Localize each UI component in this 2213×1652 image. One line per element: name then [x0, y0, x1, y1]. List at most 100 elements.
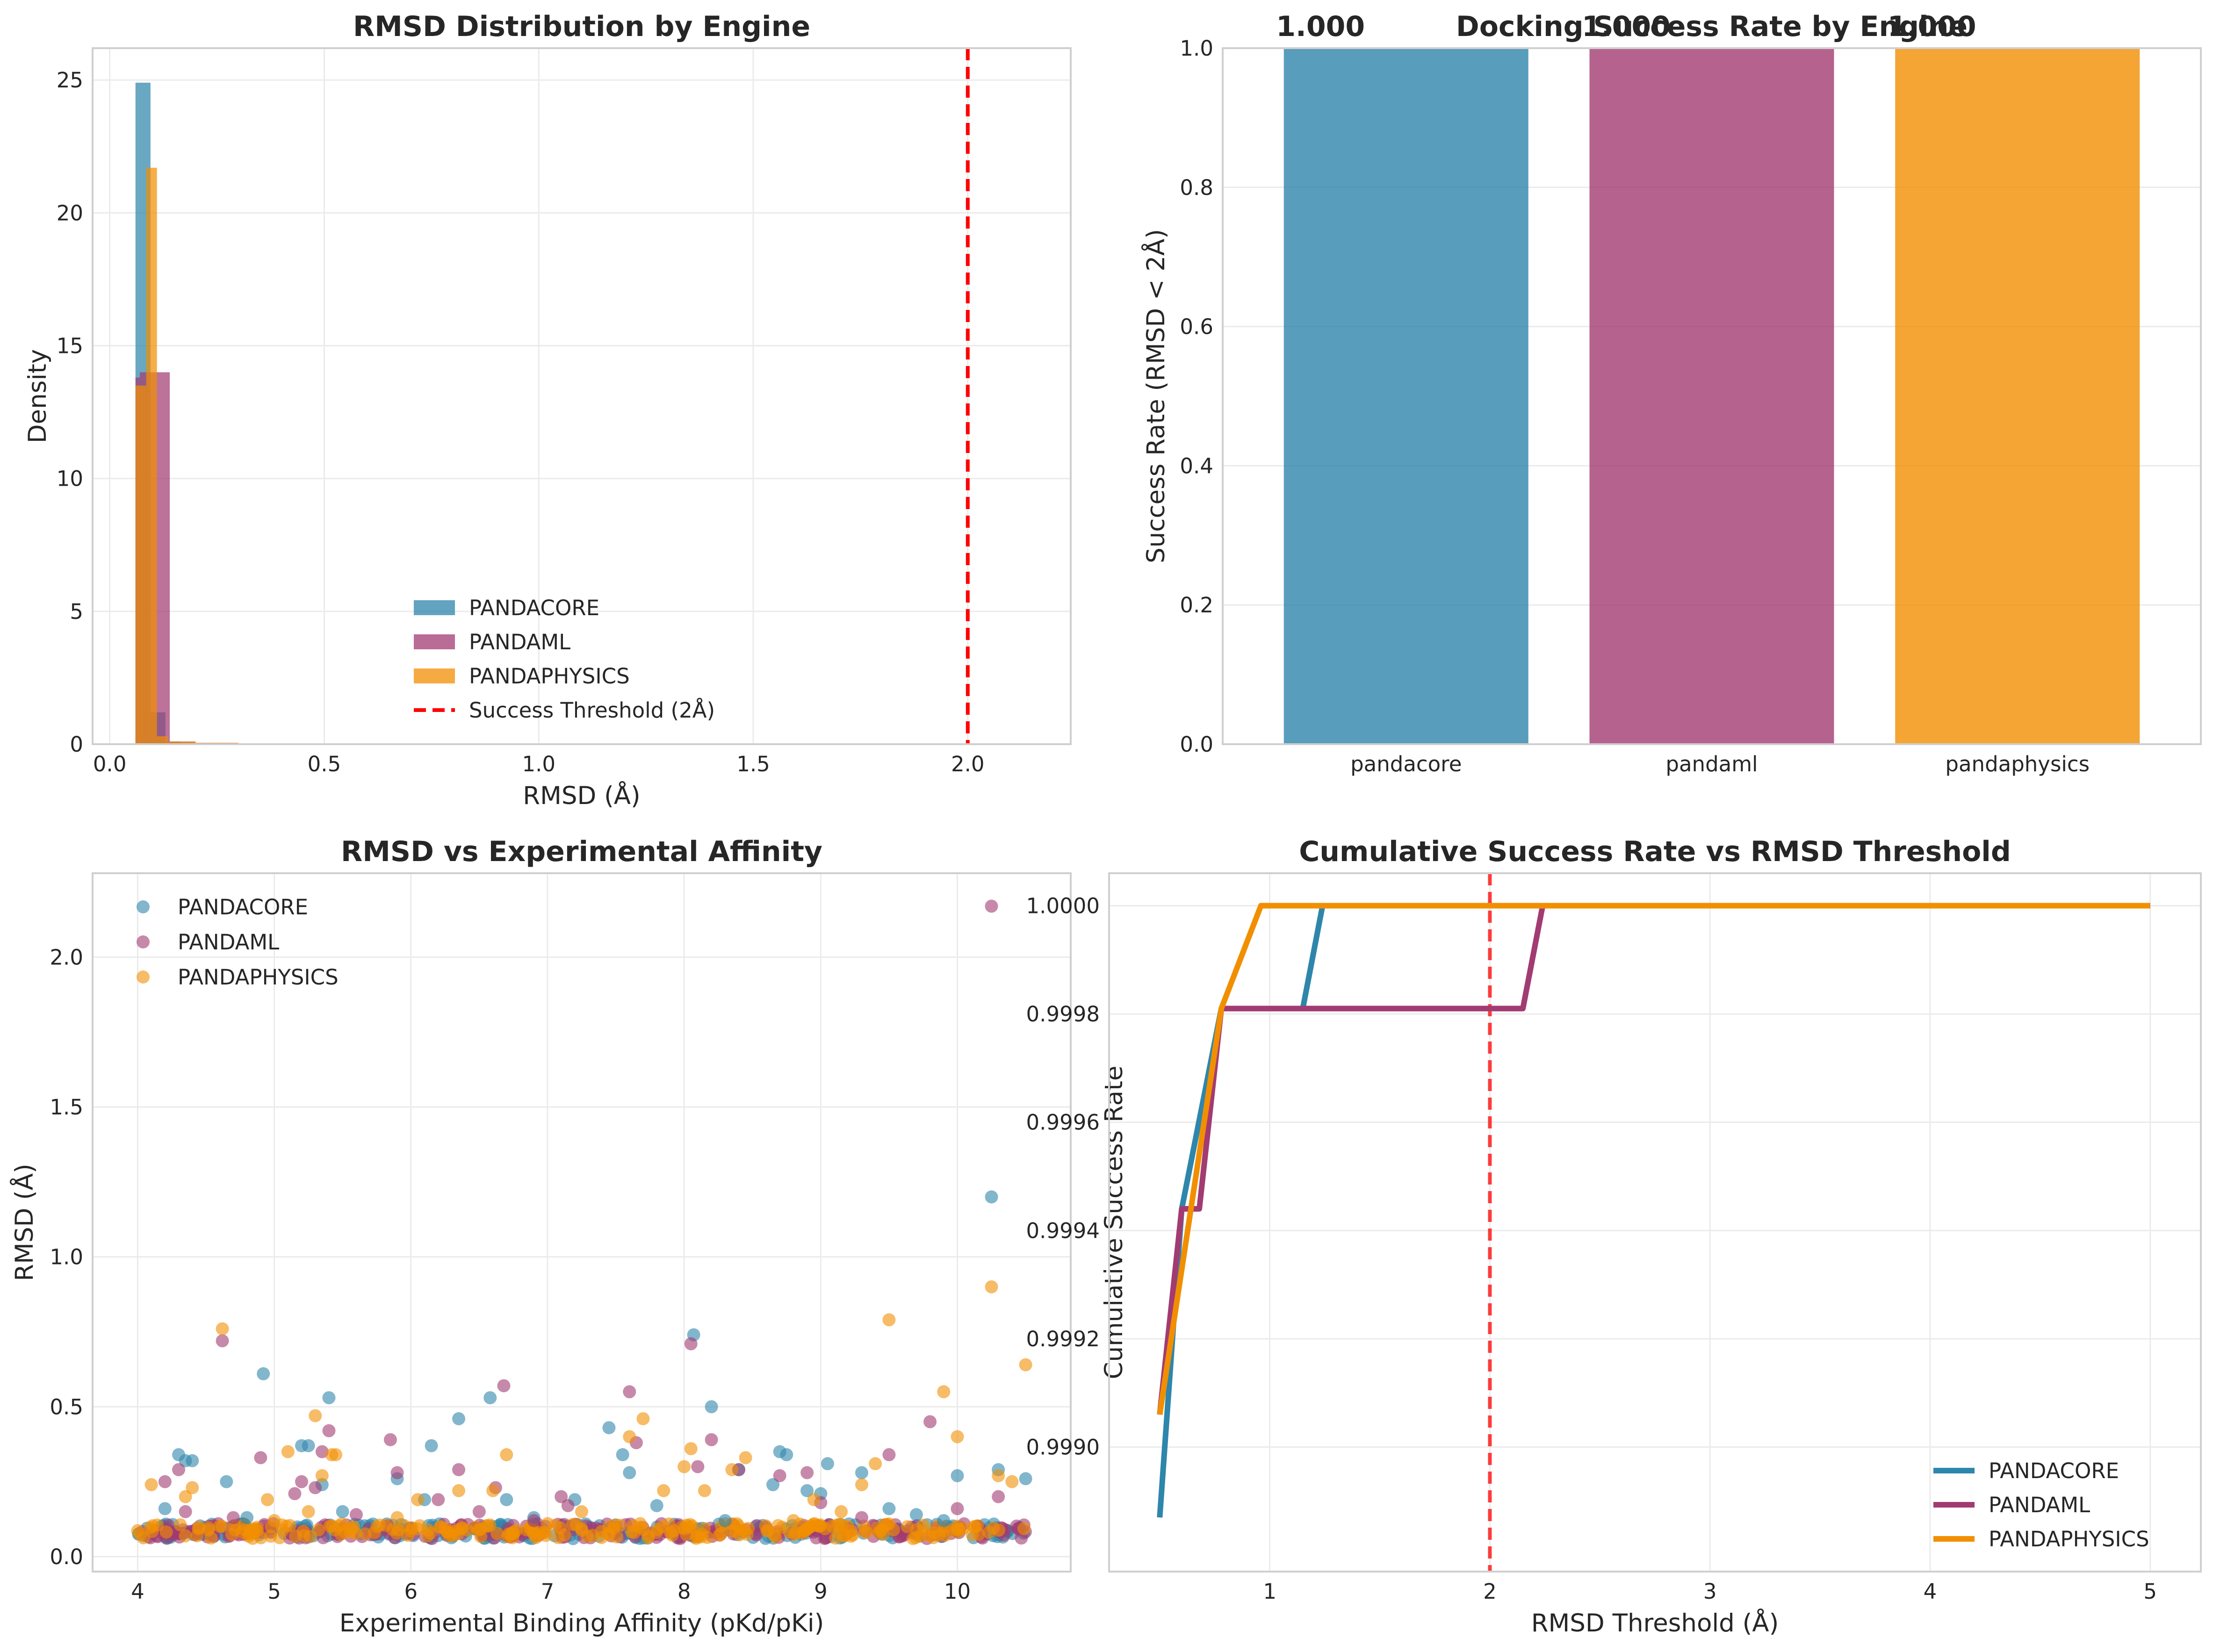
scatter-point-baseline — [379, 1519, 393, 1532]
legend: PANDACORE PANDAML PANDAPHYSICS — [1933, 1458, 2149, 1551]
scatter-point — [295, 1475, 309, 1488]
scatter-point-baseline — [527, 1526, 541, 1540]
chart-title: RMSD vs Experimental Affinity — [341, 835, 822, 868]
scatter-point — [985, 1190, 998, 1204]
scatter-point-baseline — [359, 1527, 372, 1541]
x-tick-label: 6 — [404, 1579, 418, 1604]
y-tick-label: 0.4 — [1180, 453, 1213, 478]
scatter-point-baseline — [841, 1519, 854, 1533]
rmsd-distribution-panel: RMSD Distribution by Engine 0.0 0.5 1.0 1.5 2… — [23, 10, 1072, 810]
scatter-point — [855, 1478, 868, 1492]
scatter-point — [678, 1460, 691, 1473]
scatter-point — [909, 1508, 923, 1522]
scatter-point — [302, 1505, 315, 1518]
x-tick-label: 1 — [1263, 1579, 1276, 1604]
scatter-point — [786, 1514, 800, 1527]
line-pandaphysics — [1157, 903, 2150, 1415]
scatter-point-baseline — [192, 1522, 205, 1536]
legend-swatch — [137, 900, 150, 913]
axes-frame — [1108, 872, 2202, 1573]
legend-swatch — [137, 970, 150, 984]
scatter-point — [555, 1490, 568, 1503]
x-tick-label: 8 — [678, 1579, 691, 1604]
x-tick-label: 4 — [131, 1579, 144, 1604]
y-axis-label: Cumulative Success Rate — [1100, 1065, 1128, 1379]
legend-label: PANDAML — [1989, 1493, 2090, 1517]
x-tick-label: 0.5 — [308, 752, 341, 776]
x-tick-label: 2.0 — [951, 752, 985, 776]
scatter-point-baseline — [424, 1526, 437, 1540]
scatter-point-baseline — [782, 1525, 796, 1538]
scatter-point-baseline — [455, 1521, 469, 1534]
y-tick-label: 5 — [70, 599, 83, 624]
scatter-point-baseline — [665, 1529, 679, 1542]
scatter-point — [383, 1433, 397, 1446]
scatter-point-baseline — [474, 1523, 487, 1536]
legend-label: PANDAML — [469, 630, 570, 654]
scatter-point-baseline — [759, 1519, 772, 1533]
scatter-point — [800, 1466, 814, 1480]
y-tick-label: 20 — [57, 201, 83, 225]
scatter-point — [179, 1505, 192, 1518]
scatter-point — [216, 1322, 229, 1336]
scatter-point-baseline — [146, 1519, 159, 1532]
scatter-point — [336, 1505, 349, 1518]
y-tick-label: 1.5 — [50, 1095, 83, 1120]
x-tick-label: 7 — [541, 1579, 555, 1604]
scatter-point-baseline — [213, 1519, 226, 1533]
x-tick-label: 10 — [944, 1579, 971, 1604]
scatter-point — [452, 1463, 466, 1476]
scatter-point — [882, 1448, 896, 1461]
bar-value-label: 1.000 — [1276, 10, 1365, 43]
legend-label: PANDAPHYSICS — [469, 664, 630, 689]
scatter-point — [172, 1463, 186, 1476]
scatter-point — [158, 1475, 172, 1488]
scatter-point — [800, 1484, 814, 1497]
scatter-point — [937, 1514, 951, 1527]
x-tick-label: 5 — [2143, 1579, 2157, 1604]
y-tick-label: 0.9998 — [1026, 1002, 1100, 1027]
scatter-point — [186, 1454, 199, 1467]
scatter-point-baseline — [558, 1528, 571, 1542]
scatter-point-baseline — [288, 1530, 302, 1543]
scatter-point — [425, 1439, 438, 1452]
scatter-point — [684, 1442, 698, 1456]
scatter-point — [220, 1475, 233, 1488]
y-axis-label: RMSD (Å) — [9, 1164, 39, 1281]
scatter-point-baseline — [608, 1518, 622, 1532]
x-tick-label: 2 — [1483, 1579, 1497, 1604]
legend-swatch — [414, 634, 455, 649]
y-tick-label: 1.0 — [1180, 36, 1213, 61]
scatter-point — [216, 1334, 229, 1348]
y-tick-label: 1.0000 — [1026, 893, 1100, 918]
scatter-point-baseline — [626, 1519, 640, 1533]
scatter-point — [725, 1463, 739, 1476]
scatter-point — [452, 1412, 466, 1425]
scatter-point-baseline — [225, 1528, 238, 1541]
scatter-point-baseline — [728, 1525, 742, 1538]
scatter-point — [1005, 1475, 1019, 1488]
legend: PANDACORE PANDAML PANDAPHYSICS Success Thre… — [414, 596, 715, 723]
x-tick-label: 1.0 — [522, 752, 555, 776]
scatter-point — [483, 1391, 497, 1405]
scatter-point — [657, 1484, 670, 1497]
scatter-point — [309, 1481, 322, 1494]
histogram-bar — [167, 741, 196, 744]
scatter-point — [937, 1385, 951, 1399]
y-tick-label: 10 — [57, 467, 83, 491]
x-tick-label: pandaphysics — [1945, 752, 2090, 776]
y-tick-label: 1.0 — [50, 1245, 83, 1270]
scatter-point — [267, 1514, 281, 1527]
scatter-point — [452, 1484, 466, 1497]
scatter-point — [807, 1493, 821, 1507]
bar-value-label: 1.000 — [1888, 10, 1976, 43]
scatter-point — [705, 1400, 718, 1414]
scatter-point-baseline — [246, 1526, 260, 1540]
legend-label: PANDAPHYSICS — [1989, 1527, 2149, 1551]
scatter-point — [144, 1478, 158, 1492]
scatter-point — [472, 1505, 486, 1518]
x-tick-label: 4 — [1924, 1579, 1937, 1604]
scatter-point-baseline — [440, 1525, 454, 1538]
scatter-point-baseline — [858, 1525, 872, 1538]
scatter-point — [780, 1448, 793, 1461]
